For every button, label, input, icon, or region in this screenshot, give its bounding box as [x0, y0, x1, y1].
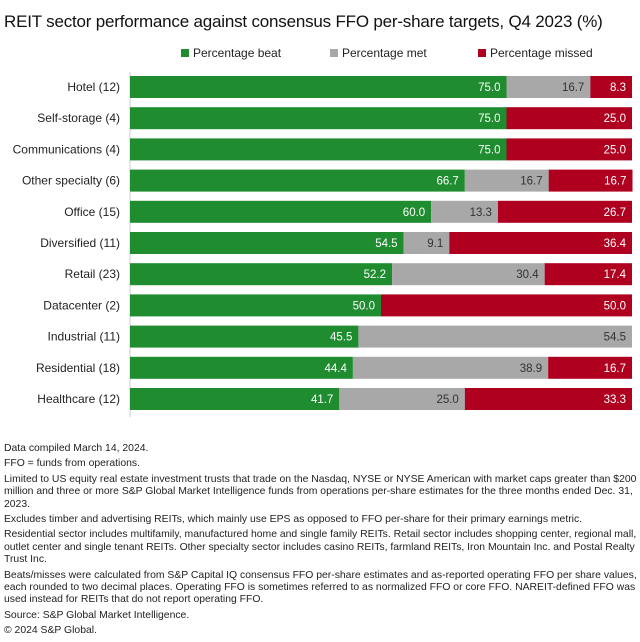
bar-segment-beat — [130, 388, 340, 410]
data-label: 50.0 — [604, 300, 626, 312]
legend-label-beat: Percentage beat — [193, 46, 282, 60]
bar-segment-beat — [130, 232, 404, 254]
footnote: Source: S&P Global Market Intelligence. — [4, 609, 190, 621]
footnotes: Data compiled March 14, 2024. FFO = fund… — [4, 443, 638, 641]
data-label: 75.0 — [478, 82, 500, 94]
data-label: 9.1 — [427, 238, 443, 250]
bar-segment-missed — [548, 356, 632, 379]
bar-segment-missed — [381, 294, 632, 317]
bar-segment-met — [403, 232, 450, 254]
category-label: Other specialty (6) — [22, 174, 120, 188]
footnote: Beats/misses were calculated from S&P Ca… — [4, 569, 637, 606]
category-label: Self-storage (4) — [37, 111, 120, 125]
bar-segment-met — [464, 169, 549, 192]
legend-swatch-missed — [478, 49, 486, 57]
bar-segment-met — [358, 325, 632, 348]
data-label: 13.3 — [470, 207, 492, 219]
bar-segment-met — [431, 200, 498, 223]
bar-segment-missed — [506, 138, 632, 161]
category-label: Communications (4) — [13, 142, 120, 156]
bar-segment-beat — [130, 263, 393, 286]
category-label: Diversified (11) — [40, 236, 120, 250]
legend-item-beat: Percentage beat — [181, 46, 281, 60]
footnote: Residential sector includes multifamily,… — [4, 529, 637, 566]
bar-segment-missed — [449, 232, 632, 254]
bar-segment-beat — [130, 294, 381, 317]
data-label: 16.7 — [604, 363, 626, 375]
category-label: Healthcare (12) — [37, 392, 120, 406]
bar-segment-beat — [130, 169, 465, 192]
legend: Percentage beat Percentage met Percentag… — [0, 46, 640, 62]
legend-label-missed: Percentage missed — [490, 46, 593, 60]
data-label: 17.4 — [604, 269, 627, 281]
legend-item-met: Percentage met — [330, 46, 427, 60]
data-label: 36.4 — [604, 238, 627, 250]
bar-segment-beat — [130, 138, 507, 161]
category-label: Datacenter (2) — [43, 298, 120, 312]
data-label: 33.3 — [604, 394, 626, 406]
category-label: Retail (23) — [65, 267, 120, 281]
data-label: 75.0 — [478, 113, 500, 125]
data-label: 16.7 — [520, 176, 542, 188]
bar-chart-plot: Hotel (12) 75.0 16.7 8.3 Self-storage (4) 75.… — [13, 72, 633, 417]
data-label: 60.0 — [403, 207, 425, 219]
bar-segment-missed — [506, 107, 632, 130]
footnote: FFO = funds from operations. — [4, 458, 141, 470]
data-label: 25.0 — [604, 144, 626, 156]
bar-segment-missed — [590, 76, 632, 98]
legend-item-missed: Percentage missed — [478, 46, 593, 60]
bar-segment-met — [392, 263, 545, 286]
data-label: 54.5 — [604, 332, 626, 344]
bar-segment-missed — [548, 169, 633, 192]
footnote: © 2024 S&P Global. — [4, 625, 97, 637]
footnote: Limited to US equity real estate investm… — [4, 473, 637, 510]
data-label: 26.7 — [604, 207, 626, 219]
chart-title: REIT sector performance against consensu… — [4, 12, 603, 31]
legend-swatch-beat — [181, 49, 189, 57]
bar-segment-met — [352, 356, 549, 379]
category-label: Residential (18) — [36, 361, 120, 375]
data-label: 50.0 — [353, 300, 375, 312]
legend-label-met: Percentage met — [342, 46, 427, 60]
bar-segment-met — [339, 388, 465, 410]
bar-segment-missed — [464, 388, 632, 410]
bar-segment-beat — [130, 200, 432, 223]
data-label: 30.4 — [516, 269, 539, 281]
bar-segment-missed — [497, 200, 632, 223]
data-label: 16.7 — [604, 176, 626, 188]
data-label: 25.0 — [436, 394, 458, 406]
footnote: Data compiled March 14, 2024. — [4, 443, 149, 454]
data-label: 44.4 — [324, 363, 347, 375]
data-label: 38.9 — [520, 363, 542, 375]
data-label: 54.5 — [375, 238, 397, 250]
category-label: Industrial (11) — [48, 330, 120, 344]
bar-segment-beat — [130, 76, 507, 98]
data-label: 75.0 — [478, 144, 500, 156]
bar-segment-met — [506, 76, 591, 98]
data-label: 25.0 — [604, 113, 626, 125]
bar-segment-missed — [544, 263, 632, 286]
data-label: 45.5 — [330, 332, 352, 344]
data-label: 8.3 — [610, 82, 626, 94]
category-label: Office (15) — [64, 205, 120, 219]
data-label: 41.7 — [311, 394, 333, 406]
bar-segment-beat — [130, 356, 353, 379]
footnote: Excludes timber and advertising REITs, w… — [4, 514, 583, 526]
data-label: 52.2 — [364, 269, 386, 281]
data-label: 16.7 — [562, 82, 584, 94]
category-label: Hotel (12) — [67, 80, 120, 94]
data-label: 66.7 — [436, 176, 458, 188]
bar-segment-beat — [130, 325, 359, 348]
legend-swatch-met — [330, 49, 338, 57]
bar-segment-beat — [130, 107, 507, 130]
